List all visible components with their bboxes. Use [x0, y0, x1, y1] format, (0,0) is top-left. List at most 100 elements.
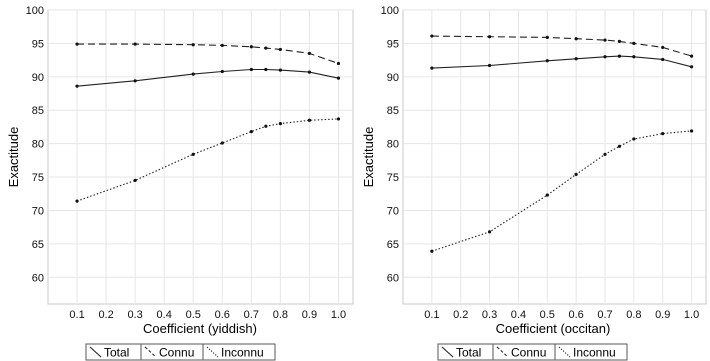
- legend-label-inconnu: Inconnu: [221, 346, 264, 360]
- plot-area: [47, 9, 354, 305]
- data-point-connu: [191, 43, 195, 47]
- data-point-total: [487, 63, 492, 68]
- legend-swatch-total: [441, 346, 454, 358]
- data-point-total: [278, 68, 282, 72]
- y-tick-label: 60: [32, 272, 44, 284]
- legend-swatch-inconnu: [206, 346, 219, 358]
- x-tick-label: 0.5: [540, 309, 555, 321]
- data-point-inconnu: [191, 152, 195, 156]
- x-tick-label: 0.4: [157, 309, 172, 321]
- y-tick-label: 75: [387, 172, 399, 184]
- data-point-inconnu: [574, 172, 578, 176]
- data-point-connu: [336, 61, 341, 66]
- x-axis-title: Coefficient (yiddish): [143, 321, 257, 336]
- x-tick-label: 0.8: [626, 309, 641, 321]
- legend: Total Connu Inconnu: [85, 343, 276, 361]
- y-tick-label: 100: [26, 5, 44, 17]
- legend-swatch-inconnu: [558, 346, 571, 358]
- x-tick-label: 0.9: [655, 309, 670, 321]
- data-point-connu: [75, 42, 79, 46]
- x-tick-label: 1.0: [331, 309, 346, 321]
- data-point-inconnu: [661, 132, 665, 136]
- x-tick-label: 0.3: [127, 309, 142, 321]
- data-point-connu: [574, 37, 578, 41]
- data-point-total: [430, 66, 434, 70]
- x-tick-label: 0.8: [273, 309, 288, 321]
- data-point-total: [545, 59, 549, 63]
- data-point-total: [632, 55, 636, 59]
- x-tick-label: 0.3: [482, 309, 497, 321]
- data-point-inconnu: [264, 124, 268, 128]
- x-tick-label: 0.7: [597, 309, 612, 321]
- data-point-connu: [430, 34, 434, 38]
- legend-label-connu: Connu: [511, 346, 546, 360]
- x-axis-title: Coefficient (occitan): [496, 321, 611, 336]
- data-point-total: [191, 72, 195, 76]
- data-point-total: [689, 65, 694, 69]
- data-point-inconnu: [278, 121, 282, 126]
- data-point-inconnu: [307, 118, 312, 122]
- data-point-connu: [487, 35, 492, 39]
- data-point-total: [133, 79, 137, 83]
- data-point-total: [220, 69, 224, 74]
- data-point-total: [603, 55, 607, 59]
- y-axis-title: Exactitude: [361, 127, 376, 188]
- x-tick-label: 0.2: [98, 309, 113, 321]
- y-tick-label: 90: [32, 72, 44, 84]
- data-point-connu: [278, 47, 282, 52]
- data-point-connu: [661, 45, 665, 50]
- data-point-inconnu: [336, 117, 341, 121]
- data-point-connu: [632, 41, 636, 46]
- data-point-total: [661, 57, 665, 62]
- data-point-connu: [689, 54, 694, 58]
- y-tick-label: 70: [387, 205, 399, 217]
- legend-box: [85, 343, 276, 361]
- x-tick-label: 0.5: [186, 309, 201, 321]
- legend-box: [437, 343, 628, 361]
- x-tick-label: 0.9: [302, 309, 317, 321]
- data-point-inconnu: [603, 152, 607, 156]
- data-point-total: [617, 54, 622, 58]
- x-tick-label: 0.7: [244, 309, 259, 321]
- x-tick-label: 0.4: [511, 309, 526, 321]
- data-point-inconnu: [487, 230, 492, 234]
- data-point-connu: [307, 51, 312, 56]
- legend-label-connu: Connu: [159, 346, 194, 360]
- y-tick-label: 85: [387, 105, 399, 117]
- y-tick-label: 65: [387, 239, 399, 251]
- data-point-total: [75, 84, 79, 88]
- legend-label-inconnu: Inconnu: [573, 346, 616, 360]
- data-point-inconnu: [689, 129, 694, 133]
- data-point-inconnu: [632, 137, 636, 141]
- data-point-inconnu: [75, 199, 79, 203]
- y-tick-label: 95: [32, 38, 44, 50]
- data-point-inconnu: [617, 144, 622, 148]
- x-tick-label: 0.6: [568, 309, 583, 321]
- data-point-total: [574, 57, 578, 61]
- y-tick-label: 70: [32, 205, 44, 217]
- data-point-connu: [249, 45, 253, 49]
- legend-swatch-connu: [144, 346, 157, 358]
- legend-label-total: Total: [104, 346, 129, 360]
- data-point-connu: [264, 46, 268, 50]
- data-point-connu: [220, 43, 224, 48]
- plot-area: [402, 9, 707, 305]
- chart-1: 60 65 70 75 80 85 90 95 100 0.1 0.2 0.3 0.4 0.5 0.6 0.7…: [6, 5, 354, 361]
- y-tick-label: 100: [381, 5, 399, 17]
- data-point-inconnu: [220, 141, 224, 145]
- x-tick-label: 1.0: [684, 309, 699, 321]
- y-tick-label: 75: [32, 172, 44, 184]
- series-line-connu: [431, 35, 692, 57]
- x-tick-label: 0.1: [69, 309, 84, 321]
- y-tick-label: 95: [387, 38, 399, 50]
- chart-2: 60 65 70 75 80 85 90 95 100 0.1 0.2 0.3 0.4 0.5 0.6 0.7…: [361, 5, 707, 361]
- data-point-total: [264, 67, 268, 72]
- y-tick-label: 85: [32, 105, 44, 117]
- data-point-total: [307, 70, 312, 74]
- data-point-total: [249, 67, 253, 72]
- y-tick-label: 60: [387, 272, 399, 284]
- x-tick-label: 0.2: [453, 309, 468, 321]
- y-tick-label: 80: [387, 139, 399, 151]
- data-point-connu: [133, 42, 137, 46]
